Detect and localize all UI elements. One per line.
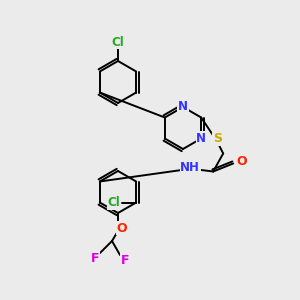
Text: N: N [178, 100, 188, 113]
Text: O: O [117, 221, 127, 235]
Text: NH: NH [180, 161, 200, 174]
Text: F: F [91, 251, 99, 265]
Text: Cl: Cl [112, 35, 124, 49]
Text: F: F [121, 254, 129, 266]
Text: O: O [237, 155, 247, 168]
Text: Cl: Cl [108, 196, 121, 209]
Text: S: S [213, 132, 222, 145]
Text: N: N [196, 132, 206, 145]
